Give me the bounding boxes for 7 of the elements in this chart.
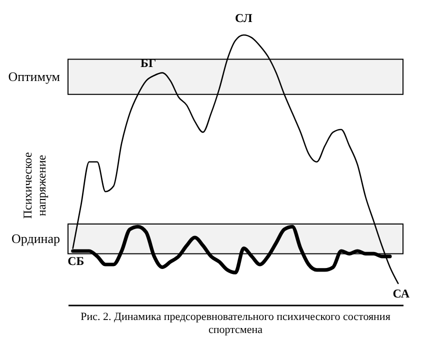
band-label: Ординар — [11, 230, 60, 246]
annotation: СБ — [68, 254, 84, 268]
annotation: СЛ — [234, 11, 252, 25]
y-axis-title: Психическое напряжение — [20, 152, 48, 219]
text: Рис. 2. Динамика предсоревновательного психического состояния спортсмена — [80, 311, 390, 336]
band-label: Оптимум — [8, 68, 60, 84]
annotation: СА — [392, 286, 410, 300]
